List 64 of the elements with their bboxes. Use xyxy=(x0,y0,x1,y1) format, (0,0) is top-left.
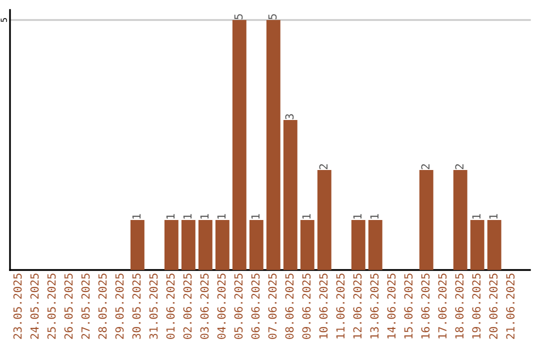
x-tick-label: 26.05.2025 xyxy=(64,274,73,339)
x-tick-label: 07.06.2025 xyxy=(268,274,277,339)
data-label: 1 xyxy=(217,214,226,219)
x-tick-label: 20.06.2025 xyxy=(489,274,498,339)
data-label: 3 xyxy=(285,114,294,120)
bar xyxy=(198,220,212,270)
data-label: 1 xyxy=(200,214,209,219)
bar xyxy=(300,220,314,270)
data-label: 1 xyxy=(489,214,498,219)
x-tick-label: 29.05.2025 xyxy=(115,274,124,339)
data-label: 2 xyxy=(319,164,328,170)
x-tick-label: 25.05.2025 xyxy=(47,274,56,339)
x-tick-label: 21.06.2025 xyxy=(506,274,515,339)
x-tick-label: 01.06.2025 xyxy=(166,274,175,339)
data-label: 5 xyxy=(234,14,243,20)
bar xyxy=(266,20,280,270)
x-tick-label: 17.06.2025 xyxy=(438,274,447,338)
data-label: 1 xyxy=(183,214,192,219)
bar xyxy=(453,170,468,270)
x-tick-label: 04.06.2025 xyxy=(217,274,226,339)
data-label: 1 xyxy=(132,214,141,219)
bar xyxy=(249,220,264,270)
bar xyxy=(130,220,144,270)
bar xyxy=(487,220,502,270)
data-label: 1 xyxy=(166,214,175,219)
data-label: 1 xyxy=(353,214,362,219)
x-tick-label: 27.05.2025 xyxy=(81,274,90,339)
data-label: 1 xyxy=(472,214,480,219)
bar xyxy=(215,220,230,270)
bar xyxy=(164,220,178,270)
bar xyxy=(181,220,196,270)
x-tick-label: 13.06.2025 xyxy=(370,274,379,338)
bar xyxy=(470,220,484,270)
x-tick-label: 23.05.2025 xyxy=(13,274,22,339)
x-tick-label: 08.06.2025 xyxy=(285,274,294,339)
x-tick-label: 31.05.2025 xyxy=(149,274,158,339)
bar xyxy=(351,220,366,270)
x-tick-label: 14.06.2025 xyxy=(387,274,396,338)
data-label: 5 xyxy=(268,14,277,20)
bar xyxy=(232,20,246,270)
bar xyxy=(368,220,382,270)
bar xyxy=(419,170,434,270)
x-tick-label: 16.06.2025 xyxy=(421,274,430,338)
bar xyxy=(283,120,298,270)
bar xyxy=(317,170,332,270)
x-tick-label: 09.06.2025 xyxy=(302,274,311,339)
x-tick-label: 19.06.2025 xyxy=(472,274,481,338)
x-tick-label: 11.06.2025 xyxy=(336,274,345,338)
x-tick-label: 24.05.2025 xyxy=(30,274,39,339)
x-tick-label: 03.06.2025 xyxy=(200,274,209,339)
x-tick-label: 12.06.2025 xyxy=(353,274,362,338)
data-label: 1 xyxy=(370,214,378,219)
x-tick-label: 18.06.2025 xyxy=(455,274,464,338)
x-tick-label: 05.06.2025 xyxy=(234,274,243,339)
data-label: 2 xyxy=(421,164,430,170)
x-tick-label: 15.06.2025 xyxy=(404,274,413,338)
data-label: 1 xyxy=(251,214,260,219)
data-label: 2 xyxy=(455,164,464,170)
x-tick-label: 30.05.2025 xyxy=(132,274,141,339)
x-tick-label: 10.06.2025 xyxy=(319,274,328,338)
x-tick-label: 06.06.2025 xyxy=(251,274,260,339)
data-label: 1 xyxy=(302,214,310,219)
x-tick-label: 28.05.2025 xyxy=(98,274,107,339)
x-tick-label: 02.06.2025 xyxy=(183,274,192,339)
